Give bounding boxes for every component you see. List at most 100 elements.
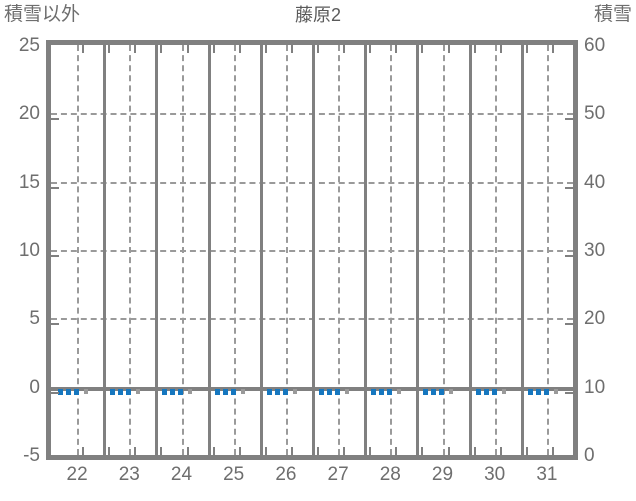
right-axis-tick [565,255,573,257]
bottom-axis-tick [264,447,267,455]
vertical-gridline-minor [390,45,393,455]
data-bar-primary [387,388,393,396]
zero-axis-line [51,386,573,391]
data-bar-primary [335,388,340,396]
data-bar-primary [266,388,272,396]
vertical-gridline-major [259,45,263,455]
top-axis-tick [317,45,319,53]
data-bar-primary [379,388,385,396]
data-bar-secondary [449,388,454,395]
bottom-axis-tick [473,447,476,455]
x-axis-tick-label: 28 [379,464,401,485]
data-bar-primary [319,388,324,396]
top-axis-tick [421,45,424,53]
right-axis-tick-label: 50 [584,103,606,125]
bottom-axis-tick [134,447,137,455]
data-bar-primary [274,388,280,396]
data-bar-primary [535,388,541,396]
data-bar-primary [527,388,533,396]
bottom-axis-tick [212,447,215,455]
x-axis-tick-label: 24 [170,464,193,485]
x-axis-tick-label: 25 [223,464,245,485]
vertical-gridline-minor [181,45,184,455]
top-axis-tick [499,45,502,53]
left-axis-tick-label: -5 [23,445,40,466]
bottom-axis-tick [447,447,450,455]
plot-area [46,40,578,460]
bottom-axis-tick [499,447,502,455]
vertical-gridline-major [520,45,524,455]
data-bar-primary [58,388,63,396]
right-axis-tick [565,323,573,326]
vertical-gridline-minor [285,45,288,455]
bottom-axis-tick [108,447,111,455]
vertical-gridline-minor [546,45,549,455]
top-axis-tick [134,45,137,53]
right-axis-tick-label: 60 [584,35,606,56]
left-axis-tick-label: 5 [29,308,40,330]
vertical-gridline-minor [129,45,132,455]
bottom-axis-tick [317,447,319,455]
left-axis-tick-label: 20 [18,103,40,125]
x-axis-tick-label: 23 [118,464,140,485]
data-bar-primary [439,388,445,396]
data-bar-primary [327,388,332,396]
bottom-axis-tick [290,447,293,455]
right-axis-tick [565,118,573,121]
bottom-axis-tick [186,447,189,455]
vertical-gridline-minor [233,45,236,455]
top-axis-tick [82,45,85,53]
right-axis-tick-label: 10 [584,376,606,398]
top-axis-tick [160,45,163,53]
x-axis-tick-label: 22 [66,464,88,485]
vertical-gridline-major [207,45,211,455]
top-axis-tick [551,45,554,53]
data-bar-primary [74,388,79,396]
data-bar-secondary [136,388,141,395]
data-bar-primary [483,388,489,396]
bottom-axis-tick [82,447,85,455]
left-axis-tick [51,323,59,326]
bottom-axis-tick [551,447,554,455]
plot-inner [51,45,573,455]
right-axis-title: 積雪 [593,4,632,25]
data-bar-secondary [240,388,245,395]
data-bar-secondary [553,388,558,395]
vertical-gridline-major [103,45,107,455]
x-axis-tick-label: 29 [431,464,454,485]
top-axis-tick [447,45,450,53]
vertical-gridline-minor [442,45,445,455]
left-axis-tick [51,255,59,257]
data-bar-primary [110,388,116,396]
data-bar-secondary [84,388,88,395]
bottom-axis-tick [421,447,424,455]
right-axis-tick-label: 20 [584,308,606,330]
vertical-gridline-minor [494,45,497,455]
data-bar-primary [475,388,481,396]
vertical-gridline-major [312,45,315,455]
bottom-axis-tick [160,447,163,455]
right-axis-tick [565,391,573,394]
top-axis-tick [186,45,189,53]
data-bar-primary [170,388,176,396]
right-axis-tick-labels: 60 50 40 30 20 10 0 [584,36,636,465]
vertical-gridline-major [364,45,368,455]
data-bar-primary [222,388,228,396]
x-axis-tick-label: 26 [275,464,297,485]
top-axis-tick [369,45,372,53]
data-bar-primary [282,388,288,396]
vertical-gridline-major [468,45,472,455]
data-bar-secondary [292,388,297,395]
top-axis-tick [212,45,215,53]
top-axis-tick [343,45,346,53]
bottom-axis-tick [395,447,398,455]
data-bar-primary [118,388,124,396]
top-axis-tick [290,45,293,53]
right-axis-tick [565,186,573,189]
vertical-gridline-minor [77,45,80,455]
left-axis-tick-label: 0 [29,376,40,398]
bottom-axis-tick [525,447,528,455]
left-axis-tick-label: 25 [18,35,40,56]
bottom-axis-tick [343,447,346,455]
